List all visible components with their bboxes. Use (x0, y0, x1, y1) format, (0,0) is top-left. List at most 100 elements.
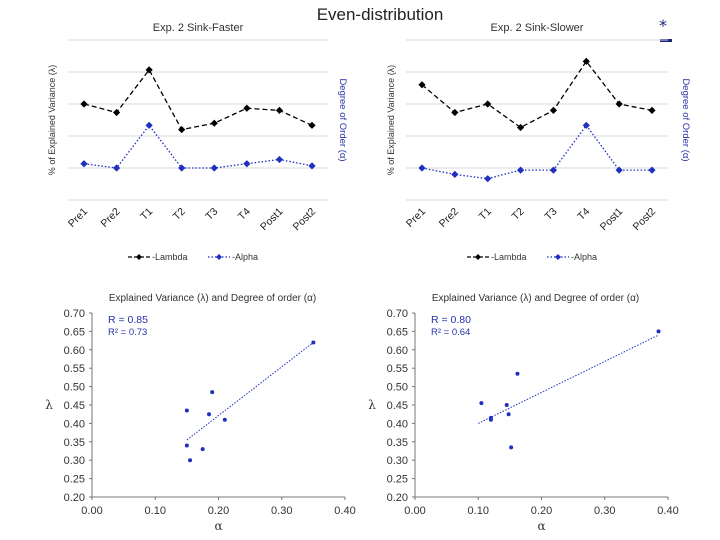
y-tick-label: 0.40 (64, 418, 85, 430)
x-tick-label: Pre2 (99, 206, 123, 230)
trendline (186, 342, 314, 441)
y-axis-label-left: % of Explained Variance (λ) (386, 65, 396, 175)
y-axis-label: λ (45, 398, 53, 412)
data-point-lambda (418, 81, 426, 89)
scatter-point (311, 340, 316, 345)
x-tick-label: T2 (510, 206, 527, 223)
chart-title: Explained Variance (λ) and Degree of ord… (432, 293, 639, 304)
series-line-lambda (421, 60, 653, 129)
scatter-point (188, 458, 193, 463)
legend-marker (475, 254, 481, 260)
data-point-alpha (80, 160, 88, 168)
y-tick-label: 0.20 (387, 492, 408, 504)
data-point-alpha (145, 121, 153, 129)
series-line-alpha (421, 124, 652, 180)
data-point-alpha (451, 170, 459, 178)
y-axis-label-right: Degree of Order (α) (337, 78, 348, 161)
data-point-lambda (308, 121, 316, 129)
x-tick-label: Post1 (258, 206, 286, 234)
x-tick-label: T1 (138, 206, 155, 223)
data-point-alpha (615, 166, 623, 174)
data-point-lambda (648, 106, 656, 114)
data-point-lambda (178, 126, 186, 134)
data-point-alpha (178, 164, 186, 172)
y-tick-label: 0.55 (64, 363, 85, 375)
data-point-lambda (210, 119, 218, 127)
y-axis-label: λ (368, 398, 376, 412)
legend-marker (136, 254, 142, 260)
y-tick-label: 0.50 (64, 382, 85, 394)
stats-label: R² = 0.64 (431, 327, 470, 338)
legend-label: -Alpha (232, 252, 258, 262)
data-point-lambda (516, 123, 525, 132)
x-tick-label: 0.00 (404, 505, 425, 517)
data-point-lambda (275, 106, 284, 114)
data-point-alpha (582, 121, 590, 129)
data-point-lambda (615, 100, 623, 108)
data-point-alpha (418, 164, 426, 172)
scatter-point (515, 371, 520, 376)
data-point-alpha (112, 164, 121, 172)
data-point-alpha (648, 166, 656, 174)
y-tick-label: 0.70 (64, 308, 85, 320)
legend-marker (555, 254, 561, 260)
y-tick-label: 0.45 (387, 400, 408, 412)
y-tick-label: 0.25 (64, 474, 85, 486)
y-tick-label: 0.65 (64, 326, 85, 338)
stats-label: R² = 0.73 (108, 327, 147, 338)
x-tick-label: Pre1 (404, 206, 428, 230)
x-tick-label: T4 (575, 206, 592, 223)
y-tick-label: 0.50 (387, 382, 408, 394)
legend-marker (216, 254, 222, 260)
x-tick-label: 0.20 (208, 505, 229, 517)
chart-title: Exp. 2 Sink-Slower (491, 22, 584, 34)
x-tick-label: T1 (477, 206, 494, 223)
y-tick-label: 0.45 (64, 400, 85, 412)
x-tick-label: 0.30 (594, 505, 615, 517)
chart-title: Exp. 2 Sink-Faster (153, 22, 244, 34)
data-point-alpha (516, 166, 525, 174)
x-tick-label: 0.10 (145, 505, 166, 517)
scatter-point (210, 390, 215, 395)
y-tick-label: 0.35 (387, 437, 408, 449)
scatter-point (488, 417, 493, 422)
data-point-lambda (451, 108, 459, 117)
scatter-point (200, 447, 205, 452)
x-tick-label: 0.40 (657, 505, 678, 517)
stats-label: R = 0.85 (108, 314, 148, 326)
data-point-alpha (484, 175, 492, 183)
scatter-point (184, 408, 189, 413)
y-tick-label: 0.60 (64, 345, 85, 357)
legend-label: -Lambda (491, 252, 527, 262)
x-axis-label: α (537, 519, 545, 533)
series-line-alpha (83, 124, 313, 169)
y-tick-label: 0.65 (387, 326, 408, 338)
data-point-alpha (549, 166, 558, 174)
y-tick-label: 0.55 (387, 363, 408, 375)
legend-label: -Alpha (571, 252, 597, 262)
x-tick-label: 0.00 (81, 505, 102, 517)
x-tick-label: T3 (203, 206, 220, 223)
x-tick-label: T2 (171, 206, 188, 223)
scatter-point (506, 412, 511, 417)
x-tick-label: 0.20 (531, 505, 552, 517)
scatter-point (504, 403, 509, 407)
data-point-lambda (243, 104, 251, 112)
data-point-lambda (582, 57, 590, 65)
trendline (478, 334, 659, 424)
y-tick-label: 0.20 (64, 492, 85, 504)
data-point-lambda (549, 106, 558, 114)
y-tick-label: 0.25 (387, 474, 408, 486)
data-point-lambda (112, 108, 121, 117)
x-tick-label: Pre1 (66, 206, 90, 230)
data-point-lambda (145, 66, 153, 74)
data-point-lambda (484, 100, 492, 108)
x-tick-label: Post2 (291, 206, 319, 234)
scatter-point (509, 445, 514, 450)
data-point-lambda (80, 100, 88, 108)
x-tick-label: 0.40 (334, 505, 355, 517)
scatter-point (207, 412, 212, 417)
y-tick-label: 0.70 (387, 308, 408, 320)
x-tick-label: T4 (236, 206, 253, 223)
series-line-lambda (83, 68, 313, 131)
